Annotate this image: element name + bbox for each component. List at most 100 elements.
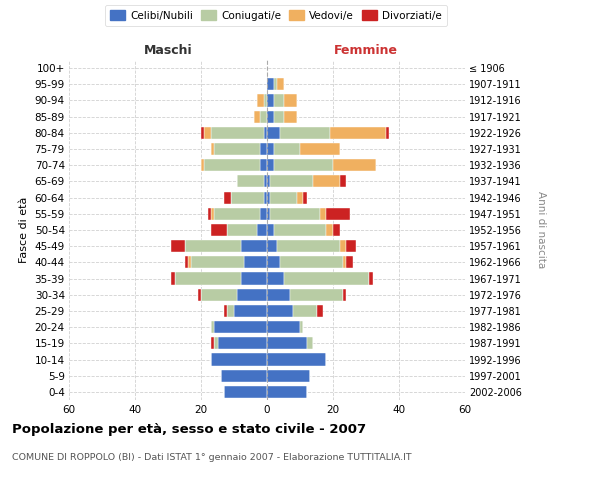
Bar <box>208 208 211 220</box>
Bar <box>227 305 234 317</box>
Bar <box>267 288 290 301</box>
Bar <box>201 159 204 172</box>
Bar <box>320 208 326 220</box>
Bar <box>188 256 191 268</box>
Bar <box>211 208 214 220</box>
Bar <box>211 354 267 366</box>
Bar <box>172 240 185 252</box>
Bar <box>175 272 241 284</box>
Bar <box>326 208 349 220</box>
Y-axis label: Anni di nascita: Anni di nascita <box>536 192 546 268</box>
Bar <box>267 143 274 155</box>
Bar <box>284 94 296 106</box>
Bar <box>271 208 320 220</box>
Bar <box>218 338 267 349</box>
Text: COMUNE DI ROPPOLO (BI) - Dati ISTAT 1° gennaio 2007 - Elaborazione TUTTITALIA.IT: COMUNE DI ROPPOLO (BI) - Dati ISTAT 1° g… <box>12 452 412 462</box>
Bar <box>317 305 323 317</box>
Bar <box>267 370 310 382</box>
Bar <box>271 192 296 203</box>
Bar <box>333 224 340 236</box>
Bar <box>185 256 188 268</box>
Bar <box>304 192 307 203</box>
Bar <box>264 127 267 139</box>
Bar <box>296 192 304 203</box>
Bar <box>274 159 333 172</box>
Bar <box>201 127 204 139</box>
Bar <box>267 94 274 106</box>
Bar <box>267 338 307 349</box>
Bar <box>326 224 333 236</box>
Bar <box>267 256 280 268</box>
Bar <box>198 288 201 301</box>
Bar <box>267 110 274 122</box>
Bar <box>264 94 267 106</box>
Bar <box>274 94 284 106</box>
Bar <box>241 240 267 252</box>
Bar <box>211 224 227 236</box>
Bar <box>386 127 389 139</box>
Bar <box>264 176 267 188</box>
Bar <box>267 321 300 333</box>
Bar <box>204 159 260 172</box>
Bar <box>211 143 214 155</box>
Bar <box>267 78 274 90</box>
Bar <box>284 110 296 122</box>
Bar <box>267 208 271 220</box>
Y-axis label: Fasce di età: Fasce di età <box>19 197 29 263</box>
Bar <box>238 288 267 301</box>
Bar <box>277 78 284 90</box>
Bar <box>238 176 264 188</box>
Bar <box>260 143 267 155</box>
Bar <box>267 272 284 284</box>
Bar <box>214 143 260 155</box>
Bar <box>214 208 260 220</box>
Bar <box>370 272 373 284</box>
Legend: Celibi/Nubili, Coniugati/e, Vedovi/e, Divorziati/e: Celibi/Nubili, Coniugati/e, Vedovi/e, Di… <box>105 5 447 26</box>
Bar <box>221 370 267 382</box>
Bar <box>260 110 267 122</box>
Bar <box>290 288 343 301</box>
Bar <box>257 224 267 236</box>
Bar <box>211 338 214 349</box>
Bar <box>346 256 353 268</box>
Bar <box>274 143 300 155</box>
Bar <box>260 208 267 220</box>
Bar <box>277 240 340 252</box>
Bar <box>343 256 346 268</box>
Bar <box>224 192 230 203</box>
Bar <box>267 127 280 139</box>
Bar <box>267 192 271 203</box>
Bar <box>227 224 257 236</box>
Bar <box>274 224 326 236</box>
Bar <box>293 305 317 317</box>
Bar <box>280 127 330 139</box>
Bar <box>343 288 346 301</box>
Bar <box>191 256 244 268</box>
Bar <box>264 192 267 203</box>
Bar <box>340 176 346 188</box>
Bar <box>267 224 274 236</box>
Bar <box>185 240 241 252</box>
Bar <box>241 272 267 284</box>
Bar <box>260 159 267 172</box>
Bar <box>211 321 214 333</box>
Bar <box>267 305 293 317</box>
Bar <box>307 338 313 349</box>
Text: Maschi: Maschi <box>143 44 193 57</box>
Bar <box>271 176 313 188</box>
Bar <box>300 143 340 155</box>
Bar <box>284 272 370 284</box>
Bar <box>224 386 267 398</box>
Bar <box>330 127 386 139</box>
Bar <box>280 256 343 268</box>
Bar <box>172 272 175 284</box>
Bar <box>267 386 307 398</box>
Bar <box>214 321 267 333</box>
Bar <box>214 338 218 349</box>
Text: Femmine: Femmine <box>334 44 398 57</box>
Text: Popolazione per età, sesso e stato civile - 2007: Popolazione per età, sesso e stato civil… <box>12 422 366 436</box>
Bar <box>267 159 274 172</box>
Bar <box>267 240 277 252</box>
Bar <box>333 159 376 172</box>
Bar <box>346 240 356 252</box>
